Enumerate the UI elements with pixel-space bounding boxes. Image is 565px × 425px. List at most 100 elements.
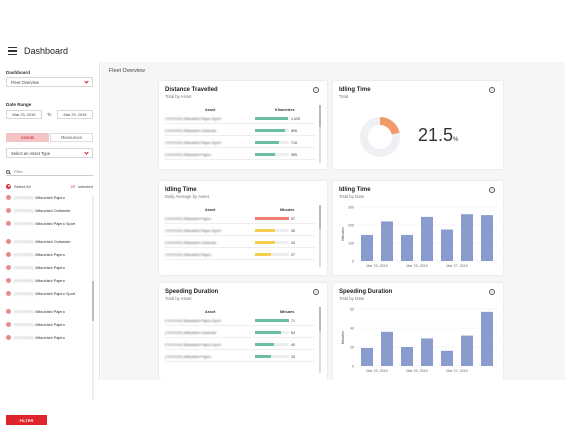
value-label: 34 [291,240,295,245]
y-tick-label: 60 [350,307,354,311]
asset-name: (*1XYXXX) Mitsubishi Pajero Sport [165,342,221,347]
value-bar-track [255,253,289,256]
asset-list-item[interactable]: (*1XYXXX) Mitsubishi Pajero [6,309,91,322]
value-label: 27 [291,252,295,257]
date-to-input[interactable]: Mar 29, 2019 [57,110,93,119]
distance-travelled-card: Distance Travelled Total by Asset i Asse… [159,81,327,169]
asset-id: (*1XYXXX) [14,322,34,327]
bar-mar-23 [361,234,373,261]
checkbox-icon[interactable] [6,208,11,213]
card-subtitle: Total by Date [339,296,365,301]
value-label: 40 [291,342,295,347]
value-label: 715 [291,140,297,145]
checkbox-icon[interactable] [6,252,11,257]
value-bar-track [255,343,289,346]
dashboard-select[interactable]: Fleet Overview [6,77,93,87]
asset-list-item[interactable]: (*1XYXXX) Mitsubishi Outlander [6,239,91,252]
checkbox-icon[interactable] [6,221,11,226]
asset-id: (*1XYXXX) [14,291,34,296]
checkbox-icon[interactable] [6,335,11,340]
asset-id: (*1XYXXX) [14,335,34,340]
asset-list-item[interactable]: (*1XYXXX) Mitsubishi Outlander [6,208,91,221]
asset-list-item[interactable]: (*1XYXXX) Mitsubishi Pajero [6,278,91,291]
page-title: Fleet Overview [109,68,145,74]
info-icon[interactable]: i [313,87,319,93]
asset-list-scroll-thumb[interactable] [92,281,94,321]
checkbox-icon[interactable] [6,322,11,327]
tab-resources[interactable]: Resources [50,133,93,142]
idling-by-date-chart: 0 100 200 300 Minutes Mar 23, 2019 Mar 25, 201… [341,205,497,268]
selected-count-label: selected [78,183,93,189]
info-icon[interactable]: i [313,289,319,295]
card-scrollbar[interactable] [319,105,321,163]
value-bar-track [255,229,289,232]
filter-input[interactable]: Filter [6,168,93,176]
y-tick-label: 0 [352,259,354,263]
asset-list-item[interactable]: (*1XYXXX) Mitsubishi Pajero [6,252,91,265]
asset-id: (*1XYXXX) [14,195,34,200]
checkbox-icon[interactable] [6,239,11,244]
info-icon[interactable]: i [489,87,495,93]
asset-list-item[interactable]: (*1XYXXX) Mitsubishi Pajero [6,265,91,278]
bar-mar-28 [461,214,473,261]
table-row: (*1XYXXX) Mitsubishi Pajero Sport 35 [165,226,315,236]
idling-donut-chart [360,117,400,157]
value-label: 1,029 [291,116,300,121]
selected-count: 22 selected [71,184,93,189]
chevron-down-icon [84,150,89,155]
hamburger-menu-icon[interactable] [8,47,17,55]
asset-list-item-label: (*1XYXXX) Mitsubishi Pajero [14,278,65,283]
asset-list-item-label: (*1XYXXX) Mitsubishi Pajero [14,335,65,340]
asset-list-item[interactable]: (*1XYXXX) Mitsubishi Pajero Sport [6,221,91,239]
select-all-row[interactable]: Select All 22 selected [6,182,93,190]
idling-time-date-card: Idling Time Total by Date i 0 100 200 300 Mi… [333,181,503,275]
asset-list-item-label: (*1XYXXX) Mitsubishi Outlander [14,208,71,213]
value-bar [255,241,276,244]
checkbox-icon[interactable] [6,195,11,200]
date-to-label: To [47,112,52,117]
tab-assets[interactable]: Assets [6,133,49,142]
asset-list-item[interactable]: (*1XYXXX) Mitsubishi Pajero [6,335,91,348]
x-tick-label: Mar 27, 2019 [446,264,467,268]
info-icon[interactable]: i [489,187,495,193]
asset-id: (*1XYXXX) [14,252,34,257]
asset-list-item-label: (*1XYXXX) Mitsubishi Pajero [14,322,65,327]
x-tick-label: Mar 23, 2019 [366,264,387,268]
dashboard-label: Dashboard [6,70,30,75]
asset-name: (*1XYXXX) Mitsubishi Outlander [165,128,217,133]
column-header-minutes: Minutes [280,310,295,314]
info-icon[interactable]: i [489,289,495,295]
checkbox-icon[interactable] [6,309,11,314]
asset-list-item[interactable]: (*1XYXXX) Mitsubishi Pajero [6,322,91,335]
checkbox-icon[interactable] [6,265,11,270]
asset-id: (*1XYXXX) [14,239,34,244]
date-from-input[interactable]: Mar 23, 2019 [6,110,42,119]
value-label: 895 [291,128,297,133]
value-label: 35 [291,228,295,233]
sidebar: Dashboard Fleet Overview Date Range Mar … [0,62,100,425]
value-bar-track [255,141,289,144]
asset-list-item-label: (*1XYXXX) Mitsubishi Pajero Sport [14,291,75,296]
card-title: Idling Time [339,187,371,193]
speeding-duration-date-card: Speeding Duration Total by Date i 0 20 40 6… [333,283,503,380]
table-row: (*1XYXXX) Mitsubishi Pajero 595 [165,150,315,160]
select-all-label: Select All [14,183,31,189]
asset-type-select[interactable]: Select an Asset Type [6,148,93,158]
card-scrollbar[interactable] [319,307,321,373]
search-icon [6,169,10,174]
card-scrollbar[interactable] [319,205,321,267]
asset-name: Mitsubishi Pajero [35,252,65,257]
donut-value-arc [360,117,400,157]
bar-mar-26 [421,216,433,261]
x-tick-label: Mar 23, 2019 [366,369,387,373]
check-circle-icon[interactable] [6,183,11,189]
checkbox-icon[interactable] [6,291,11,296]
checkbox-icon[interactable] [6,278,11,283]
asset-name: (*1XYXXX) Mitsubishi Outlander [165,240,217,245]
filter-button[interactable]: FILTER [6,415,47,425]
asset-list-item[interactable]: (*1XYXXX) Mitsubishi Pajero Sport [6,291,91,309]
asset-name: (*1XYXXX) Mitsubishi Pajero Sport [165,116,221,121]
value-bar [255,355,271,358]
asset-name: (*1XYXXX) Mitsubishi Pajero [165,152,212,157]
asset-list-item[interactable]: (*1XYXXX) Mitsubishi Pajero [6,195,91,208]
